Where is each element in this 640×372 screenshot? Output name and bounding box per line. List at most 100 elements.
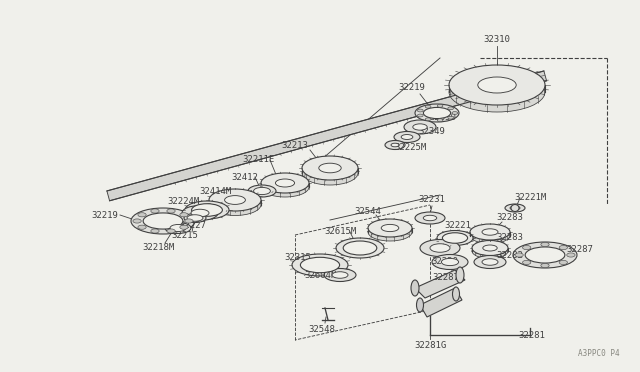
Ellipse shape	[319, 163, 341, 173]
Ellipse shape	[449, 72, 545, 112]
Ellipse shape	[248, 185, 276, 197]
Ellipse shape	[430, 244, 450, 252]
Text: 32221M: 32221M	[514, 193, 546, 202]
Ellipse shape	[300, 257, 340, 273]
Ellipse shape	[191, 209, 209, 217]
Text: 32310: 32310	[484, 35, 511, 45]
Ellipse shape	[131, 208, 195, 234]
Text: 32548: 32548	[308, 326, 335, 334]
Ellipse shape	[209, 189, 261, 211]
Ellipse shape	[368, 223, 412, 241]
Ellipse shape	[437, 105, 443, 107]
Ellipse shape	[391, 143, 399, 147]
Ellipse shape	[515, 253, 524, 257]
Ellipse shape	[424, 108, 451, 119]
Text: 32218M: 32218M	[142, 244, 174, 253]
Ellipse shape	[324, 269, 356, 282]
Text: 32349: 32349	[419, 128, 445, 137]
Ellipse shape	[448, 107, 454, 110]
Ellipse shape	[292, 254, 348, 276]
Ellipse shape	[381, 224, 399, 232]
Ellipse shape	[401, 135, 413, 140]
Ellipse shape	[413, 124, 428, 130]
Text: 32412: 32412	[232, 173, 259, 182]
Polygon shape	[415, 270, 465, 298]
Ellipse shape	[182, 205, 218, 221]
Ellipse shape	[472, 244, 508, 259]
Text: 32225M: 32225M	[394, 144, 426, 153]
Ellipse shape	[336, 238, 384, 258]
Ellipse shape	[559, 260, 568, 264]
Ellipse shape	[209, 193, 261, 215]
Ellipse shape	[510, 206, 520, 210]
Text: 32282: 32282	[497, 251, 524, 260]
Ellipse shape	[456, 267, 464, 283]
Ellipse shape	[394, 131, 420, 142]
Text: 32224M: 32224M	[167, 198, 199, 206]
Text: 32283: 32283	[497, 234, 524, 243]
Ellipse shape	[302, 161, 358, 185]
Ellipse shape	[470, 224, 510, 240]
Ellipse shape	[187, 215, 203, 221]
Ellipse shape	[184, 214, 206, 222]
Ellipse shape	[138, 225, 146, 229]
Ellipse shape	[522, 246, 531, 250]
Ellipse shape	[138, 213, 146, 217]
Ellipse shape	[442, 233, 468, 243]
Text: 32231: 32231	[419, 196, 445, 205]
Ellipse shape	[483, 245, 497, 251]
Ellipse shape	[261, 173, 309, 193]
Ellipse shape	[417, 109, 423, 112]
Ellipse shape	[472, 241, 508, 256]
Ellipse shape	[474, 256, 506, 269]
Text: 32213: 32213	[282, 141, 308, 150]
Ellipse shape	[185, 201, 229, 219]
Ellipse shape	[180, 225, 188, 229]
Ellipse shape	[185, 219, 193, 223]
Text: 32215: 32215	[172, 231, 198, 240]
Polygon shape	[107, 71, 547, 201]
Ellipse shape	[567, 253, 575, 257]
Ellipse shape	[275, 179, 294, 187]
Text: 32350: 32350	[429, 113, 456, 122]
Text: 32220: 32220	[431, 257, 458, 266]
Ellipse shape	[343, 241, 377, 255]
Ellipse shape	[302, 156, 358, 180]
Ellipse shape	[191, 204, 223, 216]
Ellipse shape	[167, 229, 175, 233]
Ellipse shape	[420, 240, 460, 257]
Ellipse shape	[452, 287, 460, 301]
Ellipse shape	[470, 228, 510, 244]
Text: 32287M: 32287M	[432, 273, 464, 282]
Ellipse shape	[505, 204, 525, 212]
Text: A3PPC0 P4: A3PPC0 P4	[579, 349, 620, 358]
Ellipse shape	[423, 215, 436, 221]
Ellipse shape	[415, 212, 445, 224]
Text: 32315: 32315	[285, 253, 312, 263]
Ellipse shape	[559, 246, 568, 250]
Ellipse shape	[522, 260, 531, 264]
Ellipse shape	[143, 213, 183, 229]
Ellipse shape	[417, 298, 424, 312]
Ellipse shape	[478, 77, 516, 93]
Text: 32221: 32221	[445, 221, 472, 230]
Ellipse shape	[415, 104, 459, 122]
Ellipse shape	[253, 187, 270, 195]
Ellipse shape	[442, 259, 459, 266]
Text: 32211E: 32211E	[242, 155, 274, 164]
Text: 32227: 32227	[180, 221, 207, 230]
Text: 32283: 32283	[497, 214, 524, 222]
Text: 32219: 32219	[399, 83, 426, 93]
Text: 32615M: 32615M	[324, 228, 356, 237]
Ellipse shape	[170, 224, 186, 231]
Text: 32287: 32287	[566, 246, 593, 254]
Ellipse shape	[448, 116, 454, 119]
Ellipse shape	[437, 119, 443, 122]
Ellipse shape	[449, 65, 545, 105]
Text: 32544: 32544	[355, 208, 381, 217]
Ellipse shape	[404, 120, 436, 134]
Ellipse shape	[261, 177, 309, 197]
Ellipse shape	[513, 242, 577, 268]
Ellipse shape	[368, 219, 412, 237]
Text: 32219: 32219	[92, 211, 118, 219]
